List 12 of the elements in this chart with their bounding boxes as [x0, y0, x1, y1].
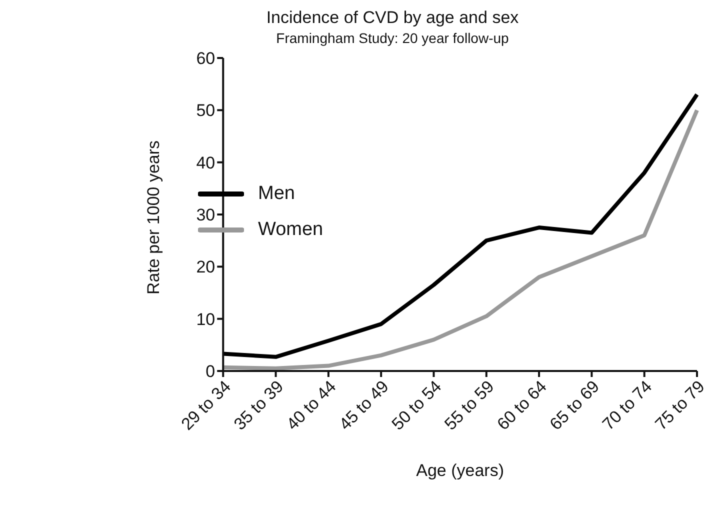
legend-label: Men [258, 182, 295, 206]
y-tick-label: 20 [196, 258, 216, 277]
y-axis-title: Rate per 1000 years [144, 140, 164, 294]
y-tick-label: 60 [196, 49, 216, 68]
y-tick-label: 50 [196, 101, 216, 120]
chart-subtitle: Framingham Study: 20 year follow-up [275, 30, 510, 46]
y-tick-label: 10 [196, 310, 216, 329]
y-tick-label: 40 [196, 153, 216, 172]
legend-label: Women [258, 218, 324, 242]
chart-title: Incidence of CVD by age and sex [265, 8, 520, 28]
x-axis-title: Age (years) [416, 461, 504, 480]
y-tick-label: 30 [196, 206, 216, 225]
